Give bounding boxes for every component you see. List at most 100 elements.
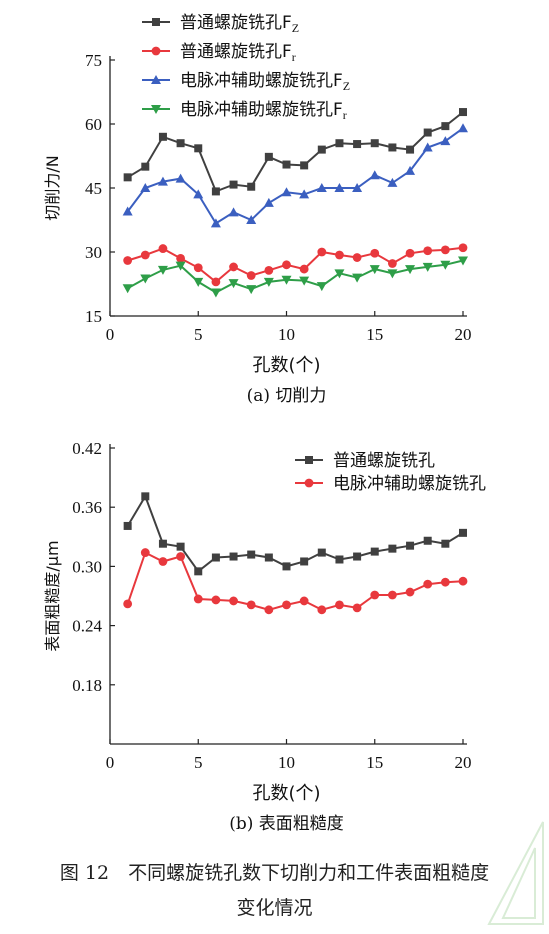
data-point: [176, 552, 186, 561]
data-point: [211, 277, 221, 287]
data-point: [175, 173, 186, 183]
data-point: [422, 142, 433, 152]
legend-label: 电脉冲辅助螺旋铣孔FZ: [180, 71, 350, 93]
y-tick-label: 30: [85, 243, 102, 262]
data-point: [282, 260, 291, 270]
legend-marker: [151, 105, 161, 114]
data-point: [247, 182, 256, 191]
data-point: [406, 145, 415, 154]
x-axis-label: 孔数(个): [252, 783, 320, 804]
data-point: [440, 136, 451, 146]
x-tick-label: 15: [366, 753, 383, 772]
data-point: [229, 596, 238, 606]
data-point: [370, 139, 379, 148]
legend-entry: 电脉冲辅助螺旋铣孔FZ: [142, 71, 350, 93]
data-point: [281, 187, 292, 197]
legend-label: 普通螺旋铣孔FZ: [180, 13, 299, 35]
data-point: [335, 555, 344, 564]
chart-surface-roughness: 0.18 0.24 0.30 0.36 0.42 0 5 10 15 20 孔数(个) 表面粗糙度/μ…: [43, 439, 486, 834]
data-point: [387, 269, 398, 279]
chart-subtitle: (b) 表面粗糙度: [229, 814, 344, 834]
data-point: [352, 253, 362, 262]
data-point: [423, 128, 432, 137]
data-point: [388, 590, 397, 600]
x-tick-label: 5: [194, 325, 203, 344]
data-point: [423, 579, 433, 589]
y-tick-label: 0.18: [72, 676, 102, 695]
data-point: [440, 577, 450, 587]
data-point: [123, 256, 133, 265]
legend-entry: 电脉冲辅助螺旋铣孔: [295, 474, 486, 494]
data-point: [405, 248, 415, 258]
series-line: [126, 551, 464, 611]
data-point: [211, 595, 221, 605]
data-point: [282, 160, 291, 169]
data-point: [352, 603, 362, 613]
data-point: [387, 177, 398, 187]
legend-entry: 电脉冲辅助螺旋铣孔Fr: [142, 100, 347, 122]
data-point: [316, 282, 327, 292]
y-tick-label: 15: [85, 307, 102, 326]
data-point: [370, 248, 380, 258]
data-point: [211, 553, 220, 562]
series-3: [122, 123, 468, 228]
data-point: [141, 492, 150, 501]
data-point: [140, 548, 150, 557]
series-2: [123, 243, 468, 287]
y-tick-label: 0.36: [72, 498, 102, 517]
data-point: [352, 273, 363, 283]
legend-entry: 普通螺旋铣孔: [295, 451, 435, 471]
data-point: [141, 162, 150, 171]
data-point: [335, 250, 344, 260]
y-tick-label: 0.42: [72, 439, 102, 458]
data-point: [422, 262, 433, 272]
data-point: [317, 605, 327, 615]
data-point: [123, 599, 133, 609]
data-point: [369, 265, 380, 275]
data-point: [369, 170, 380, 180]
x-tick-label: 15: [366, 325, 383, 344]
data-point: [210, 218, 221, 228]
data-point: [299, 264, 309, 274]
data-point: [282, 562, 291, 571]
data-point: [264, 605, 274, 615]
legend-label: 电脉冲辅助螺旋铣孔: [333, 474, 486, 494]
legend-label-subscript: r: [343, 108, 347, 122]
data-point: [176, 542, 185, 551]
data-point: [158, 539, 167, 548]
legend-marker: [304, 478, 314, 488]
y-tick-label: 75: [85, 51, 102, 70]
data-point: [193, 277, 204, 287]
data-point: [123, 173, 132, 182]
data-point: [388, 544, 397, 553]
legend-marker: [151, 75, 161, 84]
legend-label-subscript: Z: [292, 21, 299, 35]
data-point: [229, 180, 238, 189]
y-tick-label: 0.24: [72, 617, 102, 636]
data-point: [158, 557, 168, 566]
data-point: [263, 197, 274, 207]
legend-label: 普通螺旋铣孔Fr: [180, 42, 296, 64]
data-point: [246, 215, 257, 224]
legend-entry: 普通螺旋铣孔Fr: [142, 42, 296, 64]
watermark-triangle-icon: [487, 821, 544, 925]
x-tick-label: 20: [455, 325, 472, 344]
y-axis-label: 表面粗糙度/μm: [43, 540, 62, 651]
data-point: [459, 108, 467, 117]
data-point: [246, 600, 256, 610]
data-point: [193, 189, 204, 199]
data-point: [300, 557, 309, 566]
y-tick-label: 60: [85, 115, 102, 134]
legend-marker: [151, 46, 161, 56]
data-point: [282, 600, 291, 610]
data-point: [210, 288, 221, 298]
data-point: [246, 285, 257, 295]
data-point: [299, 276, 310, 286]
data-point: [353, 552, 362, 561]
legend-marker: [305, 456, 313, 464]
legend-label-subscript: r: [292, 50, 296, 64]
legend-entry: 普通螺旋铣孔FZ: [142, 13, 299, 35]
series-4: [122, 256, 468, 298]
data-point: [441, 539, 450, 548]
y-tick-label: 45: [85, 179, 102, 198]
